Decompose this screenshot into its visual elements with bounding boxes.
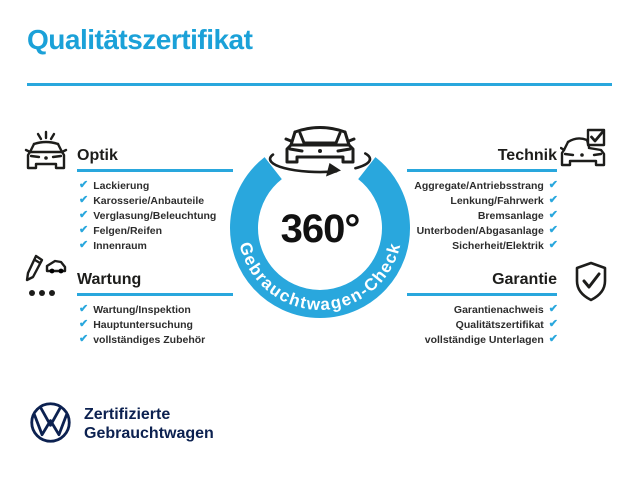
section-title-technik: Technik — [497, 147, 557, 164]
check-icon: ✔ — [79, 333, 89, 345]
check-item: ✔ Innenraum — [79, 238, 269, 253]
check-icon: ✔ — [79, 239, 89, 251]
check-icon: ✔ — [548, 239, 558, 251]
section-divider-technik — [407, 169, 557, 172]
check-icon: ✔ — [548, 224, 558, 236]
check-item: ✔ Qualitätszertifikat — [368, 317, 558, 332]
check-icon: ✔ — [548, 318, 558, 330]
page-title: Qualitätszertifikat — [27, 24, 253, 55]
check-item: ✔ Verglasung/Beleuchtung — [79, 208, 269, 223]
degree-label: 360° — [281, 207, 360, 251]
check-item: ✔ Felgen/Reifen — [79, 223, 269, 238]
section-divider-garantie — [407, 293, 557, 296]
check-item-label: vollständiges Zubehör — [93, 333, 206, 346]
rotating-car-icon — [268, 126, 372, 177]
technik-checklist: ✔ Aggregate/Antriebsstrang ✔ Lenkung/Fahrwe… — [368, 178, 558, 253]
car-checkbox-icon — [560, 128, 606, 167]
section-divider-optik — [77, 169, 233, 172]
section-title-optik: Optik — [77, 147, 118, 164]
car-headlights-icon — [24, 130, 68, 170]
check-item-label: Garantienachweis — [453, 303, 544, 316]
check-item-label: Innenraum — [93, 239, 147, 252]
360-check-badge: 360° Gebrauchtwagen-Check — [230, 126, 410, 318]
garantie-checklist: ✔ Garantienachweis ✔ Qualitätszertifikat ✔ vo… — [368, 302, 558, 347]
check-icon: ✔ — [79, 194, 89, 206]
check-item: ✔ vollständiges Zubehör — [79, 332, 269, 347]
check-item-label: Karosserie/Anbauteile — [93, 194, 205, 207]
shield-check-icon — [575, 261, 607, 302]
check-item-label: Aggregate/Antriebsstrang — [414, 179, 544, 192]
check-ring — [230, 157, 410, 318]
section-title-garantie: Garantie — [492, 271, 557, 288]
check-icon: ✔ — [79, 209, 89, 221]
check-item: ✔ Aggregate/Antriebsstrang — [368, 178, 558, 193]
title-divider — [27, 83, 612, 86]
check-item-label: Felgen/Reifen — [93, 224, 163, 237]
check-item-label: Lackierung — [93, 179, 150, 192]
check-item-label: Verglasung/Beleuchtung — [93, 209, 217, 222]
check-icon: ✔ — [79, 179, 89, 191]
check-item: ✔ Lenkung/Fahrwerk — [368, 193, 558, 208]
check-item-label: Lenkung/Fahrwerk — [450, 194, 544, 207]
footer-brand-line2: Gebrauchtwagen — [84, 425, 214, 442]
check-item: ✔ Karosserie/Anbauteile — [79, 193, 269, 208]
check-icon: ✔ — [548, 194, 558, 206]
check-item: ✔ Garantienachweis — [368, 302, 558, 317]
check-icon: ✔ — [548, 303, 558, 315]
optik-checklist: ✔ Lackierung ✔ Karosserie/Anbauteile ✔ Vergla… — [79, 178, 269, 253]
service-checklist-icon — [25, 254, 67, 296]
check-icon: ✔ — [79, 303, 89, 315]
section-divider-wartung — [77, 293, 233, 296]
footer-brand-line1: Zertifizierte — [84, 406, 171, 423]
footer-brand-text: Zertifizierte Gebrauchtwagen — [84, 405, 214, 443]
check-item: ✔ Unterboden/Abgasanlage — [368, 223, 558, 238]
check-item-label: Bremsanlage — [477, 209, 544, 222]
check-icon: ✔ — [548, 333, 558, 345]
vw-logo — [30, 402, 71, 443]
check-item-label: vollständige Unterlagen — [424, 333, 544, 346]
check-item: ✔ vollständige Unterlagen — [368, 332, 558, 347]
check-item-label: Wartung/Inspektion — [93, 303, 191, 316]
check-item: ✔ Wartung/Inspektion — [79, 302, 269, 317]
section-title-wartung: Wartung — [77, 271, 142, 288]
check-icon: ✔ — [548, 179, 558, 191]
check-item-label: Unterboden/Abgasanlage — [416, 224, 544, 237]
check-item: ✔ Sicherheit/Elektrik — [368, 238, 558, 253]
wartung-checklist: ✔ Wartung/Inspektion ✔ Hauptuntersuchung ✔ vo… — [79, 302, 269, 347]
check-item: ✔ Lackierung — [79, 178, 269, 193]
check-item-label: Qualitätszertifikat — [455, 318, 544, 331]
check-icon: ✔ — [548, 209, 558, 221]
check-item: ✔ Hauptuntersuchung — [79, 317, 269, 332]
check-item-label: Hauptuntersuchung — [93, 318, 193, 331]
check-item-label: Sicherheit/Elektrik — [452, 239, 544, 252]
check-icon: ✔ — [79, 318, 89, 330]
check-icon: ✔ — [79, 224, 89, 236]
check-item: ✔ Bremsanlage — [368, 208, 558, 223]
